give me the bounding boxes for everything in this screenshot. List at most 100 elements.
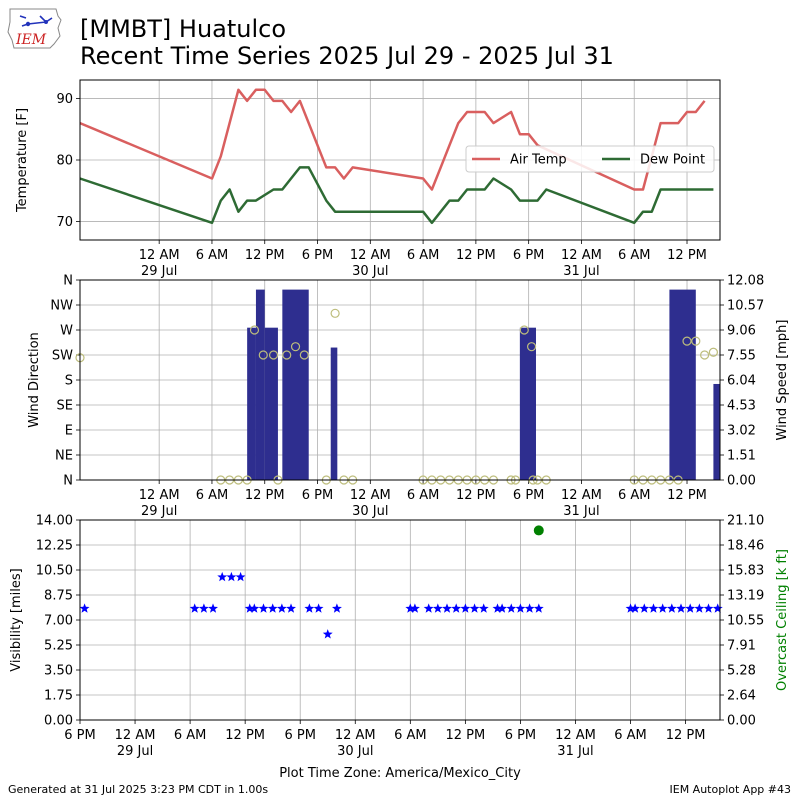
x-tick-date-label: 30 Jul (337, 744, 373, 759)
series-line-dew-point (79, 166, 714, 225)
visibility-tick-label: 14.00 (36, 514, 73, 529)
visibility-tick-label: 5.25 (44, 639, 73, 654)
y2-axis-label: Overcast Ceiling [k ft] (775, 549, 790, 691)
x-tick-label: 6 PM (302, 248, 333, 263)
x-tick-date-label: 31 Jul (563, 504, 599, 519)
wind-speed-bar (669, 289, 696, 480)
ceiling-tick-label: 5.28 (727, 664, 756, 679)
series-line-air-temp (79, 88, 706, 191)
x-tick-label: 6 AM (614, 728, 647, 743)
y-tick-label: 90 (56, 92, 73, 107)
y-tick-label: 80 (56, 154, 73, 169)
x-tick-label: 12 AM (139, 488, 180, 503)
y2-axis-label: Wind Speed [mph] (775, 320, 790, 441)
ceiling-tick-label: 18.46 (727, 539, 764, 554)
title-line-1: [MMBT] Huatulco (80, 15, 287, 43)
x-tick-label: 6 AM (394, 728, 427, 743)
visibility-marker (249, 603, 260, 613)
x-tick-label: 12 AM (350, 248, 391, 263)
visibility-marker (497, 603, 507, 613)
y-axis-label: Visibility [miles] (9, 568, 24, 671)
ceiling-tick-label: 7.91 (727, 639, 756, 654)
x-tick-label: 12 PM (667, 488, 707, 503)
wind-speed-bar (330, 347, 338, 480)
ceiling-marker (533, 525, 544, 536)
visibility-marker (639, 603, 650, 613)
x-tick-label: 12 PM (456, 248, 496, 263)
wind-direction-marker (682, 336, 692, 346)
visibility-marker (685, 603, 696, 613)
x-tick-label: 6 AM (407, 488, 440, 503)
x-tick-date-label: 31 Jul (563, 264, 599, 279)
wind-speed-bar (282, 289, 309, 480)
wind-direction-marker (526, 342, 537, 352)
ceiling-tick-label: 2.64 (727, 689, 756, 704)
x-tick-label: 12 AM (561, 488, 602, 503)
visibility-marker (533, 603, 544, 613)
visibility-marker (267, 603, 278, 613)
x-tick-label: 6 PM (505, 728, 536, 743)
wind-direction-marker (330, 308, 340, 318)
visibility-marker (515, 603, 526, 613)
speed-tick-label: 7.55 (727, 349, 756, 364)
direction-tick-label: S (65, 374, 73, 389)
x-tick-label: 12 PM (667, 248, 707, 263)
wind-direction-marker (691, 336, 701, 346)
visibility-marker (423, 603, 434, 613)
wind-direction-marker (258, 350, 268, 360)
visibility-marker (226, 571, 237, 582)
speed-tick-label: 3.02 (727, 424, 756, 439)
direction-tick-label: SW (52, 349, 73, 364)
visibility-marker (442, 603, 452, 613)
wind-direction-marker (700, 350, 710, 360)
visibility-tick-label: 7.00 (44, 614, 73, 629)
x-tick-date-label: 30 Jul (352, 264, 388, 279)
x-tick-label: 6 PM (302, 488, 333, 503)
chart-title: [MMBT] Huatulco Recent Time Series 2025 … (80, 16, 614, 70)
visibility-marker (244, 603, 255, 613)
x-tick-label: 12 AM (115, 728, 156, 743)
visibility-marker (694, 603, 705, 613)
plot-frame (79, 79, 721, 241)
x-tick-label: 6 PM (513, 488, 544, 503)
wind-speed-bar (519, 327, 536, 480)
visibility-marker (657, 603, 668, 613)
y-axis-label: Wind Direction (27, 332, 42, 428)
visibility-tick-label: 3.50 (44, 664, 73, 679)
speed-tick-label: 4.53 (727, 399, 756, 414)
legend-box (465, 145, 715, 173)
visibility-marker (313, 603, 324, 613)
x-tick-label: 12 PM (446, 728, 486, 743)
x-tick-label: 6 AM (174, 728, 207, 743)
visibility-marker (258, 603, 269, 613)
wind-speed-bar (264, 327, 278, 480)
visibility-marker (217, 571, 228, 582)
visibility-tick-label: 0.00 (44, 714, 73, 729)
x-tick-label: 12 PM (245, 488, 285, 503)
visibility-tick-label: 1.75 (44, 689, 73, 704)
ceiling-tick-label: 10.55 (727, 614, 764, 629)
logo-text: IEM (15, 32, 47, 48)
speed-tick-label: 9.06 (727, 324, 756, 339)
visibility-marker (625, 603, 636, 613)
visibility-marker (703, 603, 714, 613)
app-note: IEM Autoplot App #43 (669, 783, 792, 796)
direction-tick-label: N (63, 474, 73, 489)
legend-label: Dew Point (640, 153, 705, 168)
speed-tick-label: 10.57 (727, 299, 764, 314)
speed-tick-label: 1.51 (727, 449, 756, 464)
y-tick-label: 70 (56, 215, 73, 230)
visibility-marker (198, 603, 209, 613)
wind-direction-marker (519, 325, 529, 335)
speed-tick-label: 12.08 (727, 274, 764, 289)
direction-tick-label: NW (50, 299, 73, 314)
x-tick-date-label: 29 Jul (141, 504, 177, 519)
visibility-marker (276, 603, 287, 613)
visibility-marker (676, 603, 686, 613)
visibility-marker (492, 603, 503, 613)
visibility-marker (79, 603, 90, 613)
x-tick-label: 6 AM (196, 488, 229, 503)
visibility-marker (304, 603, 315, 613)
x-tick-label: 12 PM (666, 728, 706, 743)
